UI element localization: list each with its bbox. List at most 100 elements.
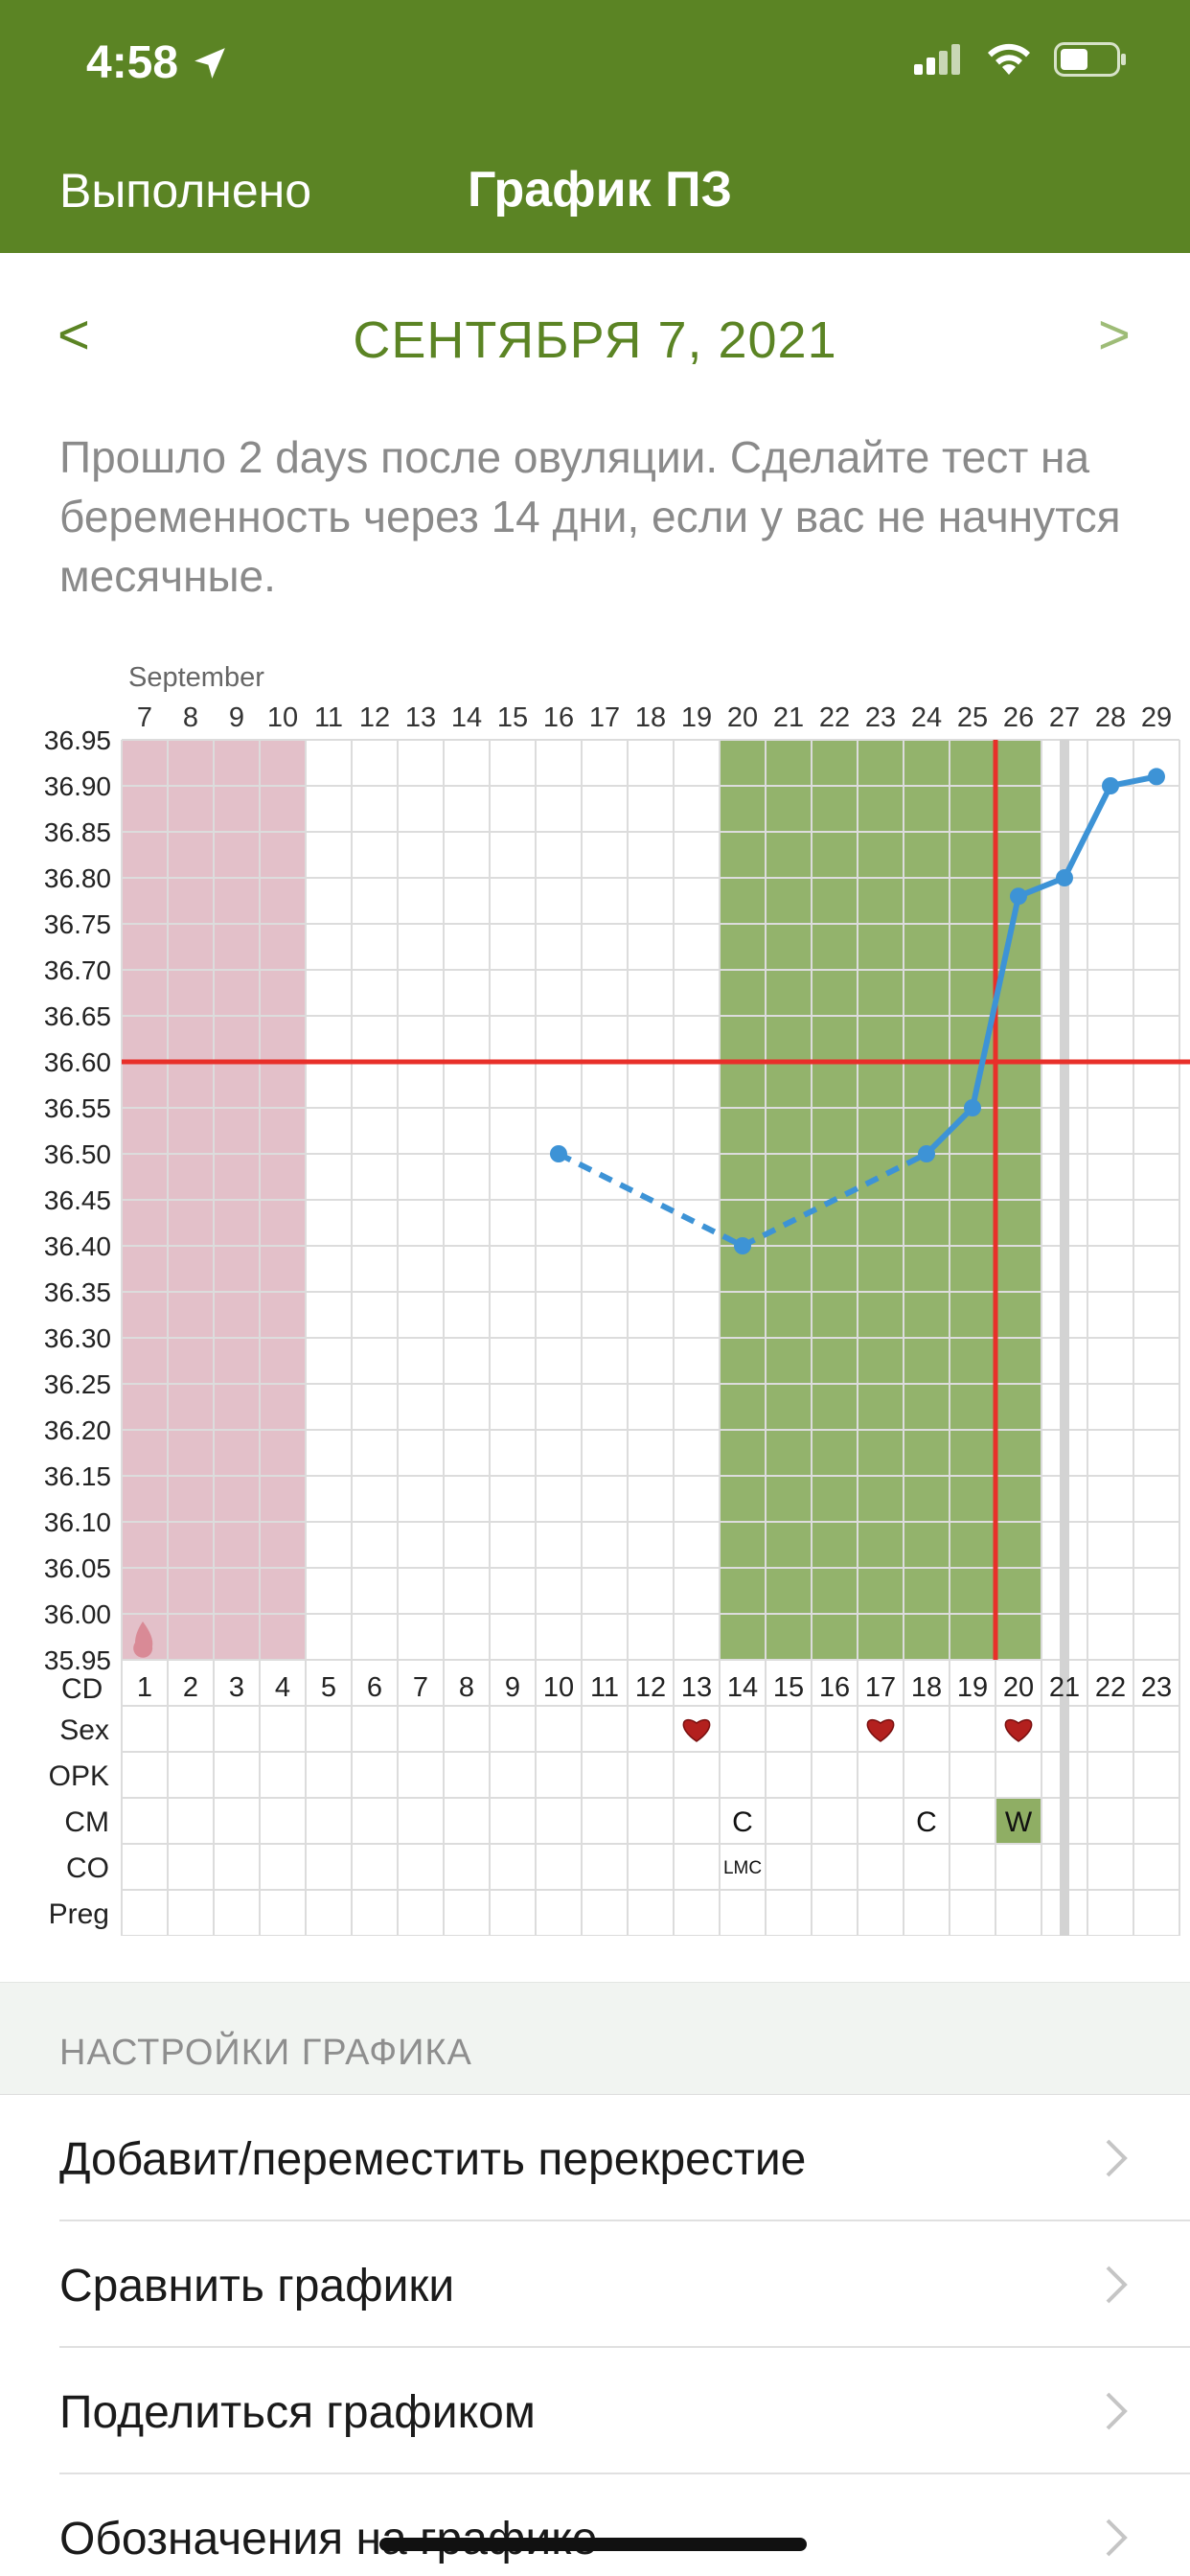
date-tick-label: 12 — [359, 702, 390, 733]
chevron-right-icon — [1106, 2266, 1128, 2304]
cycle-day-label: 22 — [1095, 1672, 1126, 1703]
period-drop-icon — [133, 1622, 153, 1658]
temperature-point — [918, 1145, 935, 1162]
next-date-button[interactable]: > — [1098, 304, 1131, 366]
date-tick-label: 28 — [1095, 702, 1126, 733]
settings-item-label: Сравнить графики — [59, 2261, 455, 2312]
table-row-label: CM — [64, 1806, 109, 1838]
settings-item-label: Добавит/переместить перекрестие — [59, 2134, 807, 2185]
top-bar: 4:58 Выполнено График — [0, 0, 1190, 253]
y-tick-label: 35.95 — [44, 1645, 111, 1675]
month-label: September — [128, 662, 264, 693]
temperature-point — [1148, 768, 1165, 786]
location-arrow-icon — [195, 47, 225, 79]
date-tick-label: 7 — [137, 702, 152, 733]
y-tick-label: 36.25 — [44, 1369, 111, 1399]
cycle-day-label: 2 — [183, 1672, 198, 1703]
date-tick-label: 16 — [543, 702, 574, 733]
y-tick-label: 36.30 — [44, 1323, 111, 1353]
cervical-mucus-value: C — [916, 1806, 937, 1838]
date-tick-label: 11 — [314, 702, 343, 733]
table-row-label: OPK — [49, 1760, 109, 1792]
settings-item-crosshair[interactable]: Добавит/переместить перекрестие — [0, 2095, 1190, 2221]
cycle-day-label: 18 — [911, 1672, 942, 1703]
cycle-day-label: 3 — [229, 1672, 244, 1703]
date-tick-label: 21 — [773, 702, 804, 733]
y-tick-label: 36.75 — [44, 909, 111, 939]
divider — [59, 2346, 1190, 2348]
cycle-day-label: 20 — [1003, 1672, 1034, 1703]
date-tick-label: 9 — [229, 702, 244, 733]
cycle-day-label: 9 — [505, 1672, 520, 1703]
temperature-line-dashed — [741, 1151, 928, 1249]
cervical-mucus-value: W — [1005, 1806, 1033, 1838]
date-navigator: < СЕНТЯБРЯ 7, 2021 > — [0, 303, 1190, 389]
y-tick-label: 36.95 — [44, 725, 111, 755]
temperature-point — [1010, 887, 1027, 906]
y-tick-label: 36.15 — [44, 1461, 111, 1491]
cycle-day-label: 15 — [773, 1672, 804, 1703]
previous-date-button[interactable]: < — [57, 304, 90, 366]
date-tick-label: 26 — [1003, 702, 1034, 733]
y-tick-label: 36.45 — [44, 1185, 111, 1215]
ovulation-info-text: Прошло 2 days после овуляции. Сделайте т… — [59, 432, 1121, 601]
settings-item-legend[interactable]: Обозначения на графике — [0, 2474, 1190, 2576]
date-tick-label: 20 — [727, 702, 758, 733]
status-time: 4:58 — [86, 36, 228, 89]
cycle-day-label: 19 — [957, 1672, 988, 1703]
date-tick-label: 17 — [589, 702, 620, 733]
chevron-right-icon — [1106, 2139, 1128, 2177]
cycle-day-label: 7 — [413, 1672, 428, 1703]
temperature-point — [734, 1237, 751, 1254]
date-tick-label: 23 — [865, 702, 896, 733]
y-tick-label: 36.70 — [44, 955, 111, 985]
cycle-day-label: 17 — [865, 1672, 896, 1703]
table-row-label: Sex — [59, 1714, 109, 1746]
date-tick-label: 27 — [1049, 702, 1080, 733]
y-tick-label: 36.80 — [44, 863, 111, 893]
cycle-day-label: 12 — [635, 1672, 666, 1703]
cycle-day-label: 14 — [727, 1672, 758, 1703]
today-marker — [1060, 740, 1069, 1936]
battery-icon — [1054, 42, 1126, 77]
wifi-icon — [988, 43, 1030, 75]
date-tick-label: 14 — [451, 702, 482, 733]
date-tick-label: 10 — [267, 702, 298, 733]
date-tick-label: 29 — [1141, 702, 1172, 733]
y-tick-label: 36.20 — [44, 1415, 111, 1445]
cycle-day-label: 11 — [590, 1672, 619, 1703]
status-icons — [891, 42, 1127, 77]
date-tick-label: 18 — [635, 702, 666, 733]
cervical-mucus-box — [996, 1799, 1041, 1843]
y-tick-label: 36.50 — [44, 1139, 111, 1169]
y-tick-label: 36.05 — [44, 1553, 111, 1583]
y-tick-label: 36.90 — [44, 771, 111, 801]
temperature-point — [550, 1145, 567, 1162]
y-tick-label: 36.00 — [44, 1599, 111, 1629]
cycle-day-label: 23 — [1141, 1672, 1172, 1703]
current-date: СЕНТЯБРЯ 7, 2021 — [353, 311, 837, 369]
cycle-day-label: 4 — [275, 1672, 290, 1703]
settings-item-share[interactable]: Поделиться графиком — [0, 2348, 1190, 2474]
settings-section-header: НАСТРОЙКИ ГРАФИКА — [0, 1982, 1190, 2095]
settings-item-compare[interactable]: Сравнить графики — [0, 2221, 1190, 2348]
cycle-day-label: 21 — [1049, 1672, 1080, 1703]
done-button[interactable]: Выполнено — [59, 164, 312, 218]
chevron-right-icon — [1106, 2392, 1128, 2430]
y-tick-label: 36.55 — [44, 1093, 111, 1123]
heart-icon — [866, 1718, 895, 1742]
cycle-day-label: 1 — [137, 1672, 152, 1703]
date-tick-label: 19 — [681, 702, 712, 733]
cervical-mucus-value: C — [732, 1806, 753, 1838]
y-tick-label: 36.40 — [44, 1231, 111, 1261]
temperature-point — [1102, 777, 1119, 794]
y-tick-label: 36.35 — [44, 1277, 111, 1307]
date-tick-label: 15 — [497, 702, 528, 733]
y-tick-label: 36.65 — [44, 1001, 111, 1031]
date-tick-label: 25 — [957, 702, 988, 733]
temperature-point — [1056, 869, 1073, 886]
heart-icon — [1004, 1718, 1033, 1742]
cd-row-label: CD — [61, 1673, 103, 1705]
